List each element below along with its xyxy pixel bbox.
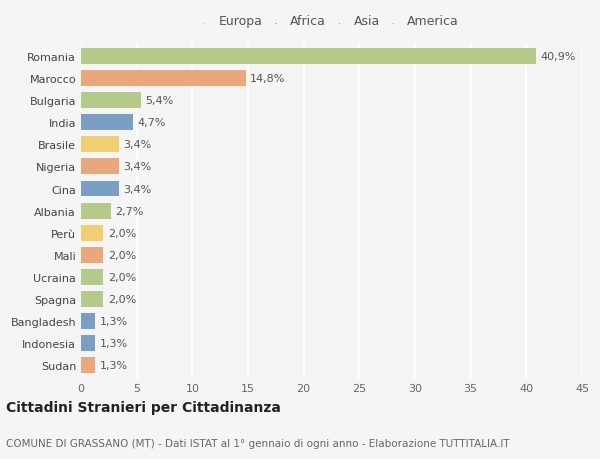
Bar bbox=[81, 93, 141, 109]
Bar bbox=[81, 203, 111, 219]
Text: 2,7%: 2,7% bbox=[116, 206, 144, 216]
Text: 3,4%: 3,4% bbox=[124, 184, 152, 194]
Text: 2,0%: 2,0% bbox=[108, 294, 136, 304]
Bar bbox=[81, 115, 133, 131]
Bar bbox=[81, 291, 103, 307]
Bar bbox=[81, 336, 95, 351]
Text: 1,3%: 1,3% bbox=[100, 338, 128, 348]
Text: 1,3%: 1,3% bbox=[100, 316, 128, 326]
Text: Cittadini Stranieri per Cittadinanza: Cittadini Stranieri per Cittadinanza bbox=[6, 400, 281, 414]
Bar bbox=[81, 225, 103, 241]
Bar bbox=[81, 269, 103, 285]
Legend: Europa, Africa, Asia, America: Europa, Africa, Asia, America bbox=[199, 10, 464, 33]
Text: COMUNE DI GRASSANO (MT) - Dati ISTAT al 1° gennaio di ogni anno - Elaborazione T: COMUNE DI GRASSANO (MT) - Dati ISTAT al … bbox=[6, 438, 509, 448]
Bar bbox=[81, 71, 246, 87]
Text: 3,4%: 3,4% bbox=[124, 162, 152, 172]
Text: 4,7%: 4,7% bbox=[138, 118, 166, 128]
Bar bbox=[81, 137, 119, 153]
Bar bbox=[81, 247, 103, 263]
Bar bbox=[81, 159, 119, 175]
Bar bbox=[81, 358, 95, 373]
Text: 1,3%: 1,3% bbox=[100, 360, 128, 370]
Bar bbox=[81, 49, 536, 65]
Text: 2,0%: 2,0% bbox=[108, 272, 136, 282]
Bar bbox=[81, 181, 119, 197]
Text: 3,4%: 3,4% bbox=[124, 140, 152, 150]
Bar bbox=[81, 313, 95, 329]
Text: 40,9%: 40,9% bbox=[541, 52, 576, 62]
Text: 2,0%: 2,0% bbox=[108, 228, 136, 238]
Text: 14,8%: 14,8% bbox=[250, 74, 286, 84]
Text: 5,4%: 5,4% bbox=[146, 96, 174, 106]
Text: 2,0%: 2,0% bbox=[108, 250, 136, 260]
